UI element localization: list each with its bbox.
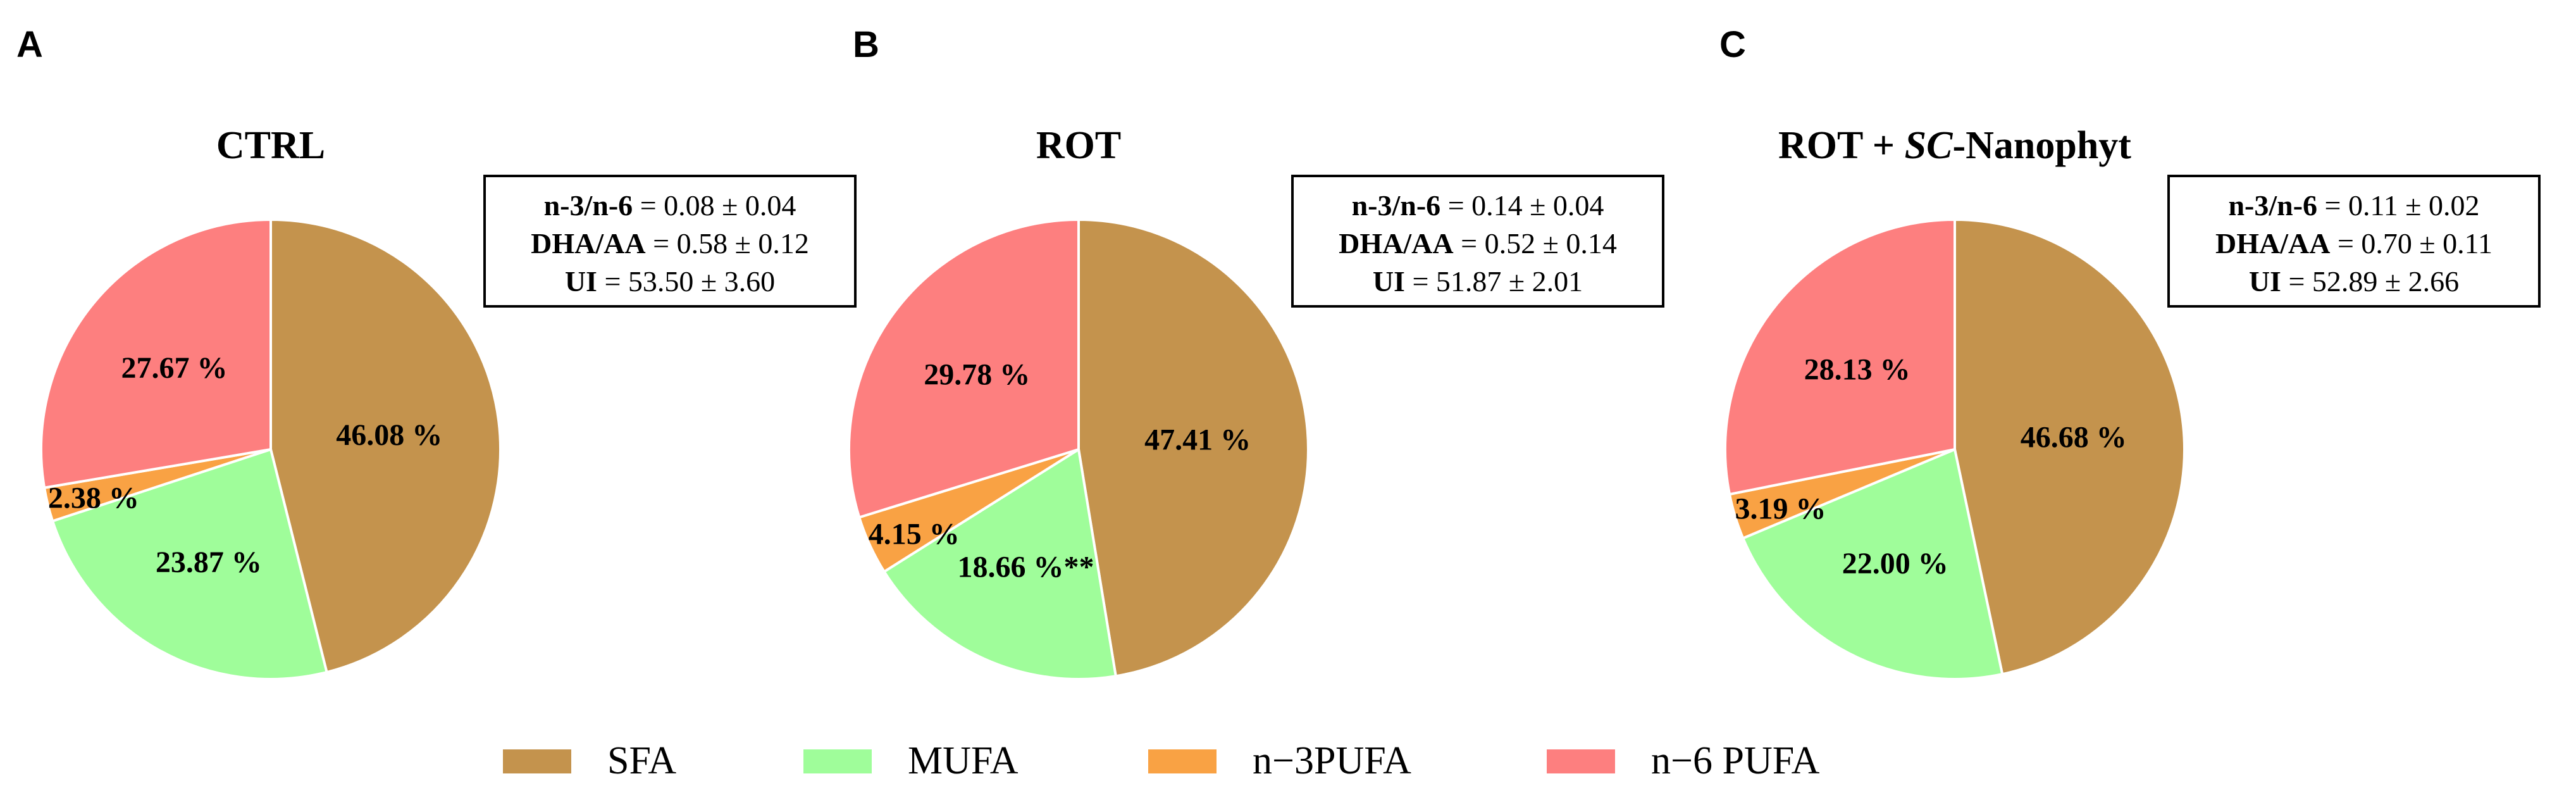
stat-line: n-3/n-6 = 0.11 ± 0.02 [2228,189,2479,222]
pie-title: ROT + SC-Nanophyt [1778,124,2131,167]
pie-slice-n-6-pufa [40,218,272,489]
panel-letter: C [1719,24,1746,65]
slice-value-label: 18.66 %** [958,550,1094,584]
stat-line: n-3/n-6 = 0.14 ± 0.04 [1352,189,1604,222]
slice-value-label: 46.68 % [2021,420,2127,454]
legend-label: MUFA [908,739,1019,782]
legend-swatch [803,749,872,773]
stat-line: DHA/AA = 0.52 ± 0.14 [1339,227,1617,260]
slice-value-label: 46.08 % [336,418,442,452]
pie-panel-c: C ROT + SC-Nanophyt 46.68 % 22.00 % 3.19 % 28… [1719,24,2541,680]
pie-slice-sfa [269,218,502,674]
legend-swatch [1547,749,1615,773]
stat-line: n-3/n-6 = 0.08 ± 0.04 [544,189,796,222]
pie-slice-mufa [51,448,328,680]
stats-box [2167,175,2541,308]
stats-box [1291,175,1664,308]
slice-value-label: 4.15 % [869,517,960,551]
pie-title: CTRL [216,124,325,167]
legend: SFA MUFA n−3PUFA n−6 PUFA [503,739,1820,782]
pie-slice-n-6-pufa [848,218,1080,519]
slice-value-label: 23.87 % [156,546,262,579]
stats-box [483,175,857,308]
pie-slice-mufa [1742,448,2004,680]
stat-line: DHA/AA = 0.58 ± 0.12 [531,227,809,260]
panel-letter: B [853,24,879,65]
pie-panel-b: B ROT 47.41 % 18.66 %**4.15 % 29.78 % n-3/n-6… [848,24,1664,680]
legend-label: n−3PUFA [1253,739,1411,782]
stat-line: UI = 52.89 ± 2.66 [2249,265,2459,297]
pie-title: ROT [1036,124,1121,167]
stat-line: UI = 53.50 ± 3.60 [565,265,775,297]
legend-label: n−6 PUFA [1651,739,1820,782]
slice-value-label: 27.67 % [121,351,228,385]
pie-slice-mufa [882,448,1117,680]
panel-letter: A [16,24,43,65]
pie-slice-sfa [1077,218,1310,678]
slice-value-label: 2.38 % [48,482,139,515]
legend-label: SFA [607,739,676,782]
stat-line: UI = 51.87 ± 2.01 [1373,265,1583,297]
legend-swatch [1148,749,1217,773]
slice-value-label: 29.78 % [924,358,1030,392]
slice-value-label: 22.00 % [1842,547,1948,580]
stat-line: DHA/AA = 0.70 ± 0.11 [2215,227,2492,260]
pie-panel-a: A CTRL 46.08 % 23.87 % 2.38 % 27.67 % n-3/n-6 … [16,24,857,680]
slice-value-label: 47.41 % [1144,423,1251,457]
pie-slice-n-6-pufa [1724,218,1956,496]
slice-value-label: 3.19 % [1735,492,1826,525]
pie-slice-sfa [1954,218,2186,676]
legend-swatch [503,749,571,773]
slice-value-label: 28.13 % [1804,353,1910,386]
